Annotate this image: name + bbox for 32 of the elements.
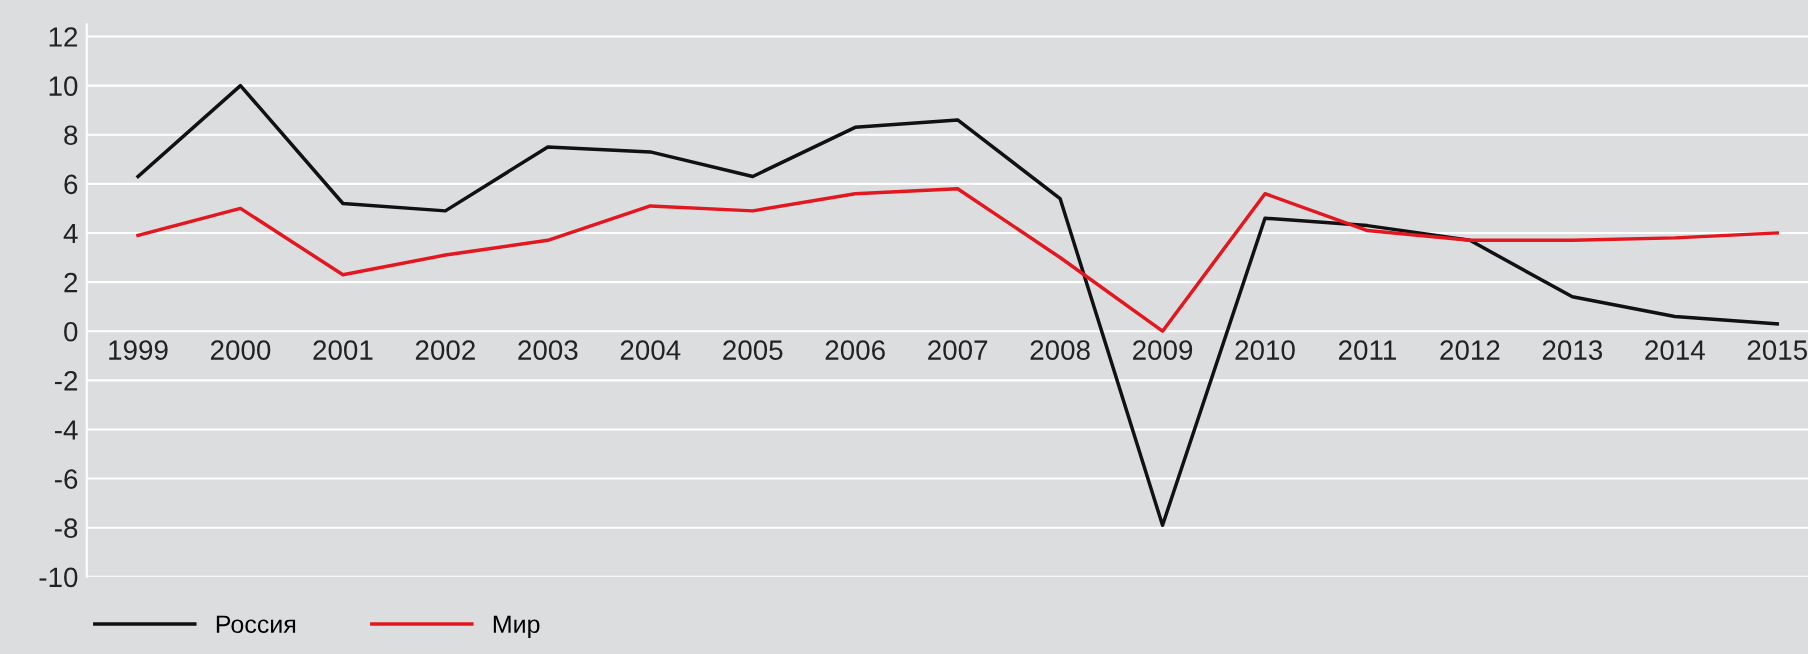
x-tick-label: 2012 [1440,340,1500,360]
legend-label: Россия [216,615,296,634]
x-tick-label: 1999 [109,340,168,360]
x-tick-label: 2007 [928,340,988,360]
y-tick-label: -10 [39,567,78,588]
x-tick-label: 2014 [1645,340,1705,360]
legend-label: Мир [493,615,540,639]
y-tick-label: 12 [49,27,78,47]
x-tick-label: 2002 [415,340,475,360]
x-tick-label: 2005 [723,340,783,360]
y-tick-label: 10 [49,76,78,96]
x-tick-label: 2009 [1133,340,1193,360]
y-tick-label: 4 [63,223,78,244]
x-tick-label: 2004 [620,340,681,360]
y-tick-label: 6 [64,174,78,195]
line-series [136,187,1779,333]
x-tick-label: 2011 [1338,340,1396,360]
x-tick-label: 2006 [825,340,885,360]
y-tick-label: 8 [64,125,78,146]
y-tick-label: -2 [54,371,78,391]
y-tick-label: -8 [54,518,78,539]
y-tick-label: 2 [64,272,78,293]
x-tick-label: 2001 [313,340,373,360]
y-tick-label: -4 [54,420,78,440]
x-tick-label: 2013 [1542,340,1603,360]
y-tick-label: 0 [64,321,78,342]
x-tick-label: 2015 [1747,340,1807,360]
x-tick-label: 2010 [1235,340,1295,360]
x-tick-label: 2000 [210,340,271,360]
x-tick-label: 2008 [1030,340,1090,360]
y-tick-label: -6 [54,469,78,489]
x-tick-label: 2003 [518,340,578,360]
